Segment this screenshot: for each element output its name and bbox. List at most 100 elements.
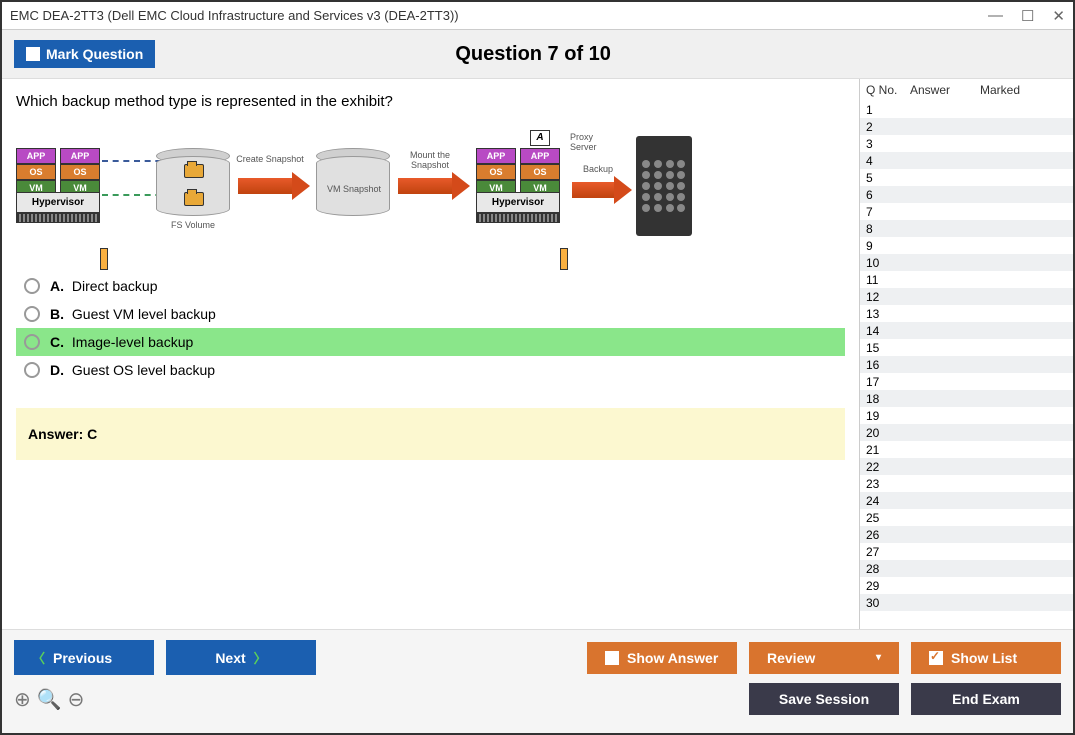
- hw-base: [16, 213, 100, 223]
- sidebar-row[interactable]: 28: [860, 560, 1073, 577]
- review-button[interactable]: Review ▾: [749, 642, 899, 674]
- sidebar-row[interactable]: 15: [860, 339, 1073, 356]
- row-qno: 10: [866, 256, 910, 270]
- sidebar-row[interactable]: 5: [860, 169, 1073, 186]
- row-qno: 13: [866, 307, 910, 321]
- app-layer: APP: [16, 148, 56, 164]
- next-label: Next: [215, 650, 245, 666]
- zoom-controls: ⊕ 🔍 ⊖: [14, 687, 84, 712]
- app-layer: APP: [520, 148, 560, 164]
- arrow-body: [572, 182, 614, 198]
- row-qno: 15: [866, 341, 910, 355]
- sidebar-row[interactable]: 23: [860, 475, 1073, 492]
- folder-icon: [184, 192, 204, 206]
- maximize-icon[interactable]: ☐: [1021, 7, 1034, 25]
- arrow-head-icon: [452, 172, 470, 200]
- radio-icon: [24, 362, 40, 378]
- sidebar-row[interactable]: 12: [860, 288, 1073, 305]
- sidebar-row[interactable]: 3: [860, 135, 1073, 152]
- close-icon[interactable]: ✕: [1052, 7, 1065, 25]
- option-A[interactable]: A. Direct backup: [16, 272, 845, 300]
- proxy-label: Proxy Server: [570, 132, 610, 152]
- save-session-button[interactable]: Save Session: [749, 683, 899, 715]
- app-window: EMC DEA-2TT3 (Dell EMC Cloud Infrastruct…: [0, 0, 1075, 735]
- minimize-icon[interactable]: —: [988, 7, 1003, 25]
- row-qno: 20: [866, 426, 910, 440]
- chevron-left-icon: 〈: [32, 648, 45, 667]
- row-qno: 1: [866, 103, 910, 117]
- row-qno: 14: [866, 324, 910, 338]
- sidebar-row[interactable]: 14: [860, 322, 1073, 339]
- next-button[interactable]: Next 〉: [166, 640, 316, 675]
- row-qno: 16: [866, 358, 910, 372]
- sidebar-row[interactable]: 11: [860, 271, 1073, 288]
- hv-label: Hypervisor: [476, 192, 560, 213]
- end-exam-button[interactable]: End Exam: [911, 683, 1061, 715]
- option-text: D. Guest OS level backup: [50, 362, 215, 378]
- option-B[interactable]: B. Guest VM level backup: [16, 300, 845, 328]
- os-layer: OS: [16, 164, 56, 180]
- mark-question-label: Mark Question: [46, 46, 143, 62]
- sidebar-row[interactable]: 1: [860, 101, 1073, 118]
- sidebar-row[interactable]: 26: [860, 526, 1073, 543]
- side-panel: [560, 248, 568, 270]
- hv-label: Hypervisor: [16, 192, 100, 213]
- sidebar-row[interactable]: 25: [860, 509, 1073, 526]
- col-qno: Q No.: [866, 83, 910, 97]
- footer-bar: 〈 Previous Next 〉 Show Answer Review ▾ S…: [2, 629, 1073, 733]
- row-qno: 11: [866, 273, 910, 287]
- row-qno: 26: [866, 528, 910, 542]
- footer-row-1: 〈 Previous Next 〉 Show Answer Review ▾ S…: [14, 640, 1061, 675]
- sidebar-row[interactable]: 10: [860, 254, 1073, 271]
- sidebar-row[interactable]: 16: [860, 356, 1073, 373]
- option-D[interactable]: D. Guest OS level backup: [16, 356, 845, 384]
- arrow-2: [398, 174, 470, 198]
- zoom-in-icon[interactable]: ⊕: [14, 687, 31, 712]
- row-qno: 7: [866, 205, 910, 219]
- question-counter: Question 7 of 10: [155, 43, 911, 66]
- sidebar-row[interactable]: 9: [860, 237, 1073, 254]
- sidebar-row[interactable]: 24: [860, 492, 1073, 509]
- row-qno: 27: [866, 545, 910, 559]
- sidebar-row[interactable]: 7: [860, 203, 1073, 220]
- sidebar-row[interactable]: 6: [860, 186, 1073, 203]
- checkbox-checked-icon: [929, 651, 943, 665]
- zoom-out-icon[interactable]: ⊖: [68, 687, 85, 712]
- sidebar-row[interactable]: 29: [860, 577, 1073, 594]
- sidebar-list[interactable]: 1234567891011121314151617181920212223242…: [860, 101, 1073, 629]
- sidebar-row[interactable]: 20: [860, 424, 1073, 441]
- sidebar-row[interactable]: 30: [860, 594, 1073, 611]
- show-answer-button[interactable]: Show Answer: [587, 642, 737, 674]
- os-layer: OS: [520, 164, 560, 180]
- option-C[interactable]: C. Image-level backup: [16, 328, 845, 356]
- row-qno: 9: [866, 239, 910, 253]
- zoom-reset-icon[interactable]: 🔍: [37, 687, 62, 712]
- show-list-label: Show List: [951, 650, 1017, 666]
- col-marked: Marked: [980, 83, 1067, 97]
- os-layer: OS: [60, 164, 100, 180]
- row-qno: 24: [866, 494, 910, 508]
- sidebar-row[interactable]: 21: [860, 441, 1073, 458]
- radio-icon: [24, 278, 40, 294]
- previous-button[interactable]: 〈 Previous: [14, 640, 154, 675]
- sidebar-row[interactable]: 13: [860, 305, 1073, 322]
- answer-box: Answer: C: [16, 408, 845, 460]
- sidebar-row[interactable]: 22: [860, 458, 1073, 475]
- mark-question-button[interactable]: Mark Question: [14, 40, 155, 68]
- save-session-label: Save Session: [779, 691, 869, 707]
- show-list-button[interactable]: Show List: [911, 642, 1061, 674]
- sidebar-row[interactable]: 18: [860, 390, 1073, 407]
- sidebar-row[interactable]: 27: [860, 543, 1073, 560]
- sidebar-row[interactable]: 4: [860, 152, 1073, 169]
- proxy-icon: A: [530, 130, 550, 146]
- sidebar-row[interactable]: 2: [860, 118, 1073, 135]
- row-qno: 22: [866, 460, 910, 474]
- sidebar-header: Q No. Answer Marked: [860, 79, 1073, 101]
- question-list-sidebar: Q No. Answer Marked 12345678910111213141…: [859, 79, 1073, 629]
- sidebar-row[interactable]: 8: [860, 220, 1073, 237]
- review-label: Review: [767, 650, 815, 666]
- server-leds: [642, 160, 686, 212]
- side-panel: [100, 248, 108, 270]
- sidebar-row[interactable]: 17: [860, 373, 1073, 390]
- sidebar-row[interactable]: 19: [860, 407, 1073, 424]
